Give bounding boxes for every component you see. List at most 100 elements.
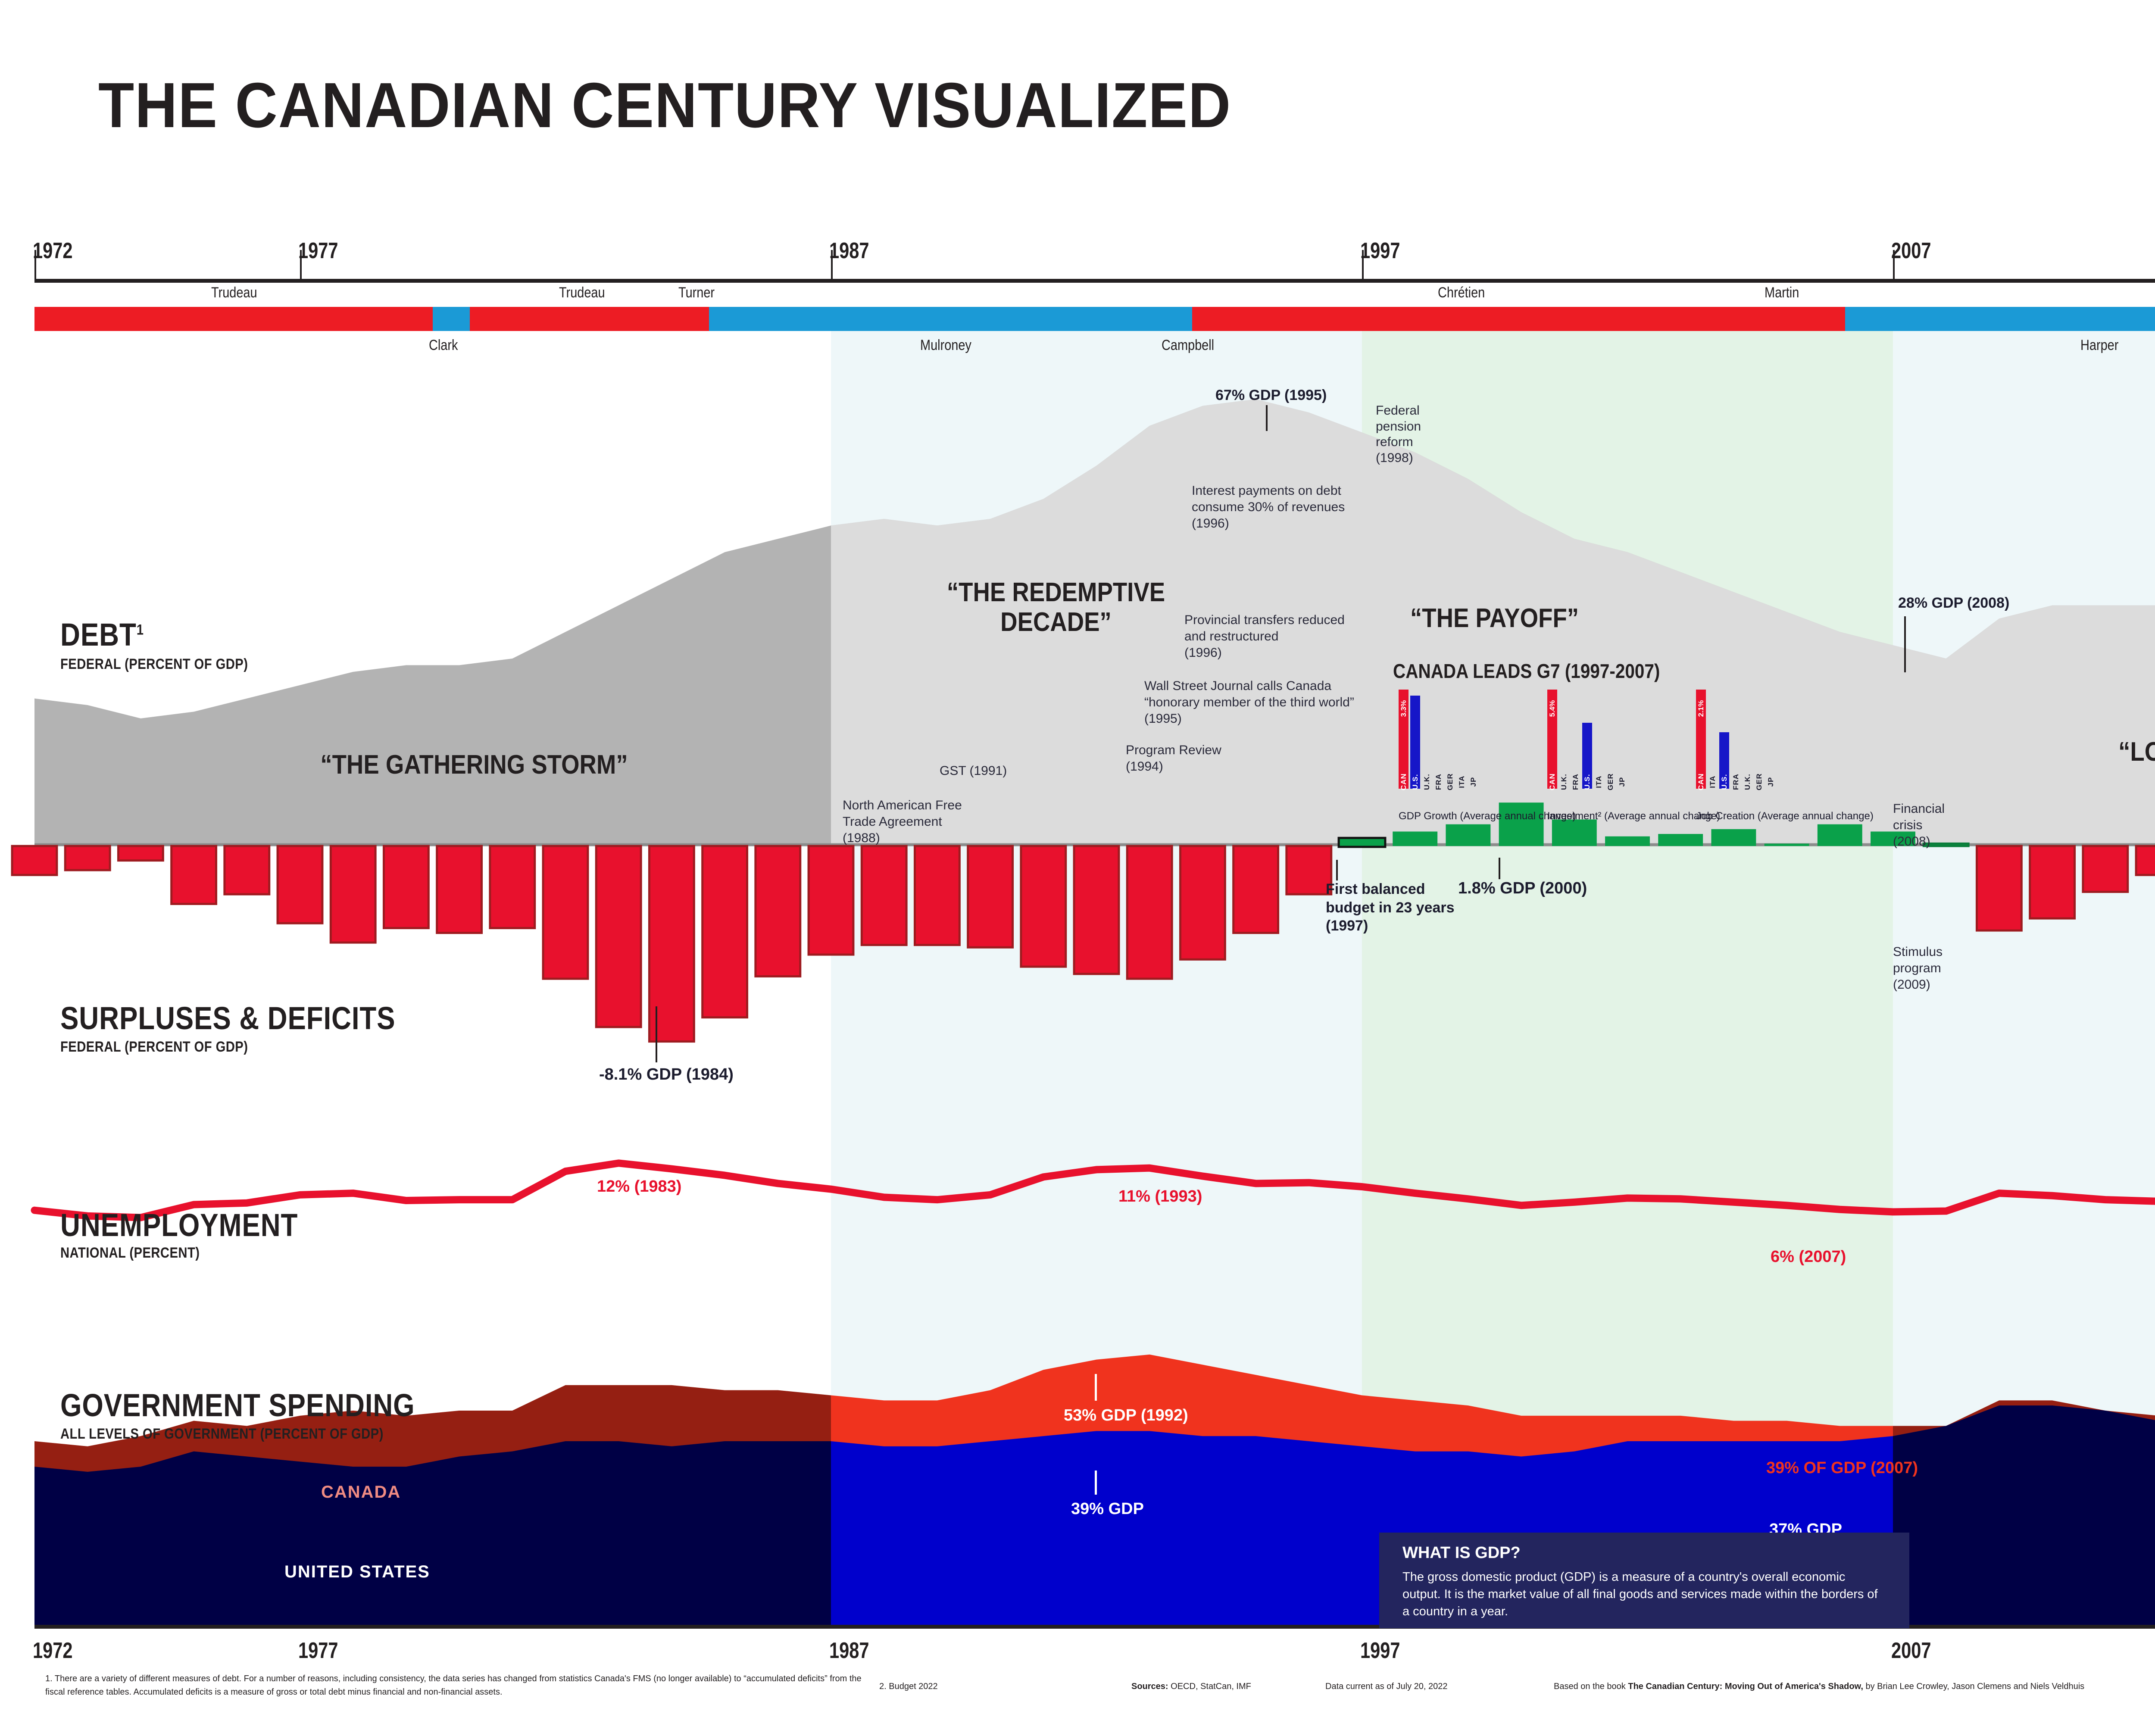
annotation-spending-canada-2007: 39% OF GDP (2007) [1766,1459,1918,1477]
annotation-spending-us-1992: 39% GDP [1071,1500,1144,1518]
legend-united-states: UNITED STATES [284,1562,430,1581]
leader-line-spending-canada-1992 [1095,1374,1097,1401]
deficit-bar-2001 [1552,819,1597,846]
deficit-bar-1989 [913,845,961,946]
g7-bar-country-label: GER [1755,773,1763,790]
g7-highlight-value: 3.3% [1399,700,1408,717]
g7-highlight-value: 5.4% [1548,700,1556,717]
timeline-axis-bottom [34,1625,2155,1629]
era-caption-the-payoff: “THE PAYOFF” [1410,603,1579,633]
pm-term-bar-mulroney-4[interactable] [709,307,1176,331]
spending-shade-us-0 [34,1441,831,1625]
g7-bar-country-label: GER [1606,773,1615,790]
g7-bar-ita-1: ITA [1457,746,1467,789]
era-caption-gathering-storm: “THE GATHERING STORM” [320,750,628,780]
deficit-bar-1983 [595,845,642,1028]
leader-line-deficit-1984 [656,1006,657,1062]
g7-bar-ger-3: GER [1754,765,1764,790]
deficit-bar-2002 [1605,836,1650,846]
g7-chart-caption-1: GDP Growth (Average annual change) [1399,810,1576,822]
timeline-tick-label-1972: 1972 [33,238,73,263]
leader-line-surplus-2000 [1499,858,1500,879]
pm-label-trudeau-2: Trudeau [559,284,605,301]
deficit-bar-1975 [170,845,218,905]
g7-bar-country-label: CAN [1696,773,1705,790]
annotation-pension-reform: Federal pension reform (1998) [1376,403,1421,465]
annotation-wsj: Wall Street Journal calls Canada “honora… [1144,679,1354,726]
debt-section-title: DEBT1 [60,617,144,653]
g7-bar-us-1: U.S. [1410,695,1420,790]
sources-label: Sources: [1131,1682,1168,1691]
deficit-bar-2006 [1817,824,1862,846]
deficit-bar-2003 [1658,834,1703,846]
deficit-bar-1979 [382,845,430,929]
g7-bar-uk-3: U.K. [1743,746,1752,790]
era-caption-redemptive-decade: “THE REDEMPTIVE DECADE” [946,578,1165,637]
deficit-bar-1982 [542,845,589,980]
spending-section-title: GOVERNMENT SPENDING [60,1387,415,1423]
timeline-tick-label-1997: 1997 [1360,1638,1400,1663]
g7-bar-country-label: U.K. [1559,774,1568,790]
g7-bar-country-label: FRA [1434,774,1443,790]
g7-bar-jp-2: JP [1617,777,1627,789]
deficit-bar-2011 [2082,845,2129,893]
annotation-interest-payments: Interest payments on debt consume 30% of… [1192,484,1345,531]
pm-term-bar-campbell-5[interactable] [1176,307,1192,331]
deficit-bar-1972 [11,845,58,876]
pm-term-bar-martin-7[interactable] [1728,307,1846,331]
deficit-bar-1993 [1126,845,1173,980]
deficit-bar-1999 [1446,824,1491,846]
g7-bar-country-label: U.K. [1422,774,1431,790]
pm-label-martin-7: Martin [1764,284,1799,301]
footnote-2: 2. Budget 2022 [879,1682,938,1691]
timeline-tick-mark-1977 [300,250,302,280]
pm-label-clark-1: Clark [429,337,458,353]
book-title: The Canadian Century: Moving Out of Amer… [1628,1682,1863,1691]
g7-heading: CANADA LEADS G7 (1997-2007) [1393,660,1660,682]
pm-term-bar-trudeau-0[interactable] [34,307,433,331]
g7-bar-jp-1: JP [1468,756,1478,789]
deficit-bar-1987 [807,845,855,956]
deficit-bar-1997 [1340,839,1384,846]
timeline-tick-mark-1987 [831,250,833,280]
g7-bar-fra-2: FRA [1571,709,1580,790]
deficit-bar-2000 [1499,802,1544,846]
deficit-bar-1978 [329,845,377,944]
pm-label-chrétien-6: Chrétien [1437,284,1485,301]
annotation-first-balanced-budget: First balanced budget in 23 years (1997) [1326,881,1455,934]
pm-term-bar-chrétien-6[interactable] [1192,307,1729,331]
unemployment-line-series [31,1159,2155,1221]
g7-bar-ger-1: GER [1445,740,1455,790]
leader-line-debt-2008 [1904,616,1906,672]
pm-term-bar-turner-3[interactable] [693,307,709,331]
pm-label-trudeau-0: Trudeau [211,284,257,301]
g7-bar-can-2: CAN 5.4% [1547,690,1557,790]
g7-bar-fra-1: FRA [1434,716,1443,790]
deficit-bar-1996 [1285,845,1333,896]
leader-line-spending-us-1992 [1095,1471,1097,1495]
prime-minister-track [34,307,2155,331]
g7-bar-country-label: JP [1618,777,1626,787]
sources-line: Sources: OECD, StatCan, IMF [1131,1680,1251,1693]
annotation-nafta: North American Free Trade Agreement (198… [843,798,962,845]
g7-bar-ita-2: ITA [1594,739,1604,789]
spending-section-subtitle: ALL LEVELS OF GOVERNMENT (PERCENT OF GDP… [60,1426,384,1442]
legend-canada: CANADA [321,1483,401,1502]
g7-bar-jp-3: JP [1766,777,1776,789]
spending-shade-us-1 [1893,1405,2155,1625]
unemployment-section-subtitle: NATIONAL (PERCENT) [60,1245,200,1261]
debt-area-segment-redemptive-decade [831,399,1362,845]
deficit-bar-1980 [436,845,483,934]
pm-label-mulroney-4: Mulroney [920,337,971,353]
g7-chart-1: CAN 3.3% U.S. U.K. FRA GER ITA JP [1399,690,1480,790]
pm-term-bar-harper-8[interactable] [1845,307,2155,331]
footnote-1: 1. There are a variety of different meas… [45,1674,862,1697]
deficit-bar-1991 [1020,845,1067,968]
deficit-bar-1985 [701,845,749,1019]
spending-shade-canada-0 [34,1385,831,1625]
debt-section-subtitle: FEDERAL (PERCENT OF GDP) [60,656,248,672]
pm-term-bar-trudeau-2[interactable] [470,307,693,331]
pm-term-bar-clark-1[interactable] [433,307,470,331]
deficit-bar-2008 [1922,842,1970,847]
gdp-box-heading: WHAT IS GDP? [1402,1544,1521,1562]
